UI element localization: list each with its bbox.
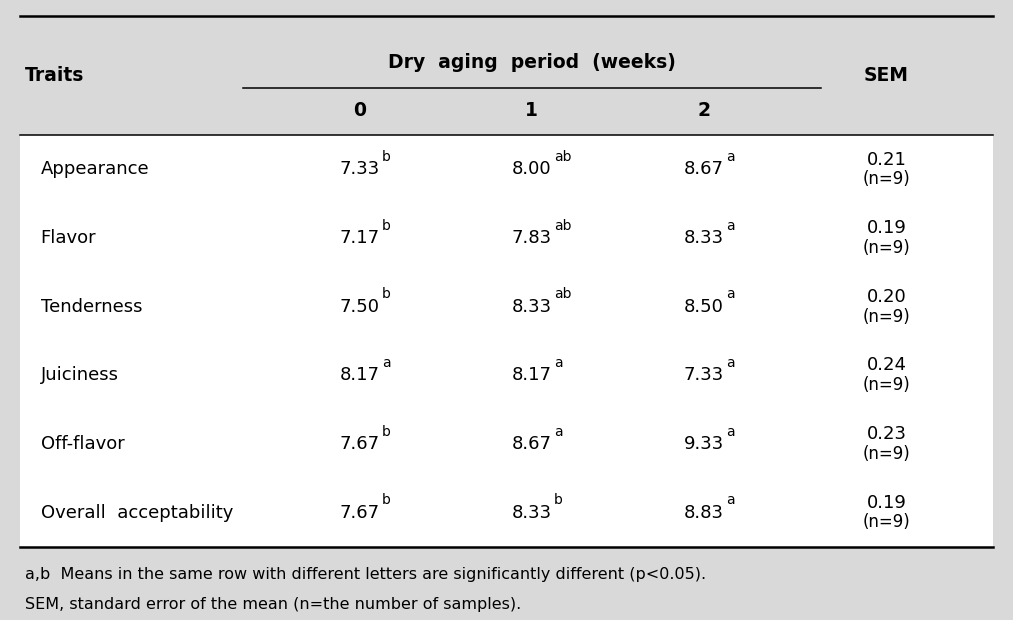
Text: b: b [382, 425, 391, 438]
Text: 1: 1 [526, 101, 538, 120]
Text: (n=9): (n=9) [862, 445, 911, 463]
Text: 8.67: 8.67 [684, 161, 724, 179]
Text: 0.20: 0.20 [866, 288, 907, 306]
Text: 0: 0 [354, 101, 366, 120]
Text: b: b [382, 287, 391, 301]
Text: 7.17: 7.17 [339, 229, 380, 247]
Text: 2: 2 [698, 101, 710, 120]
Text: 8.33: 8.33 [512, 503, 552, 521]
Text: SEM: SEM [864, 66, 909, 85]
Text: a: a [726, 287, 735, 301]
Text: Flavor: Flavor [41, 229, 96, 247]
Text: ab: ab [554, 219, 571, 232]
Text: 7.50: 7.50 [339, 298, 380, 316]
Text: 9.33: 9.33 [684, 435, 724, 453]
Text: ab: ab [554, 287, 571, 301]
Text: a: a [726, 219, 735, 232]
Polygon shape [20, 135, 993, 547]
Text: Appearance: Appearance [41, 161, 149, 179]
Text: (n=9): (n=9) [862, 376, 911, 394]
Text: 8.83: 8.83 [684, 503, 724, 521]
Polygon shape [20, 561, 993, 620]
Text: 8.33: 8.33 [512, 298, 552, 316]
Text: b: b [382, 219, 391, 232]
Text: ab: ab [554, 150, 571, 164]
Text: 8.67: 8.67 [512, 435, 552, 453]
Text: 7.67: 7.67 [339, 503, 380, 521]
Text: 8.17: 8.17 [339, 366, 380, 384]
Text: 8.33: 8.33 [684, 229, 724, 247]
Text: 0.19: 0.19 [866, 219, 907, 237]
Text: a: a [554, 425, 563, 438]
Text: a: a [726, 425, 735, 438]
Text: a: a [726, 493, 735, 507]
Text: a,b  Means in the same row with different letters are significantly different (p: a,b Means in the same row with different… [25, 567, 706, 582]
Text: Dry  aging  period  (weeks): Dry aging period (weeks) [388, 53, 676, 71]
Text: (n=9): (n=9) [862, 513, 911, 531]
Text: Tenderness: Tenderness [41, 298, 142, 316]
Text: SEM, standard error of the mean (n=the number of samples).: SEM, standard error of the mean (n=the n… [25, 597, 522, 612]
Text: 0.21: 0.21 [866, 151, 907, 169]
Text: 0.23: 0.23 [866, 425, 907, 443]
Text: 7.67: 7.67 [339, 435, 380, 453]
Text: 7.83: 7.83 [512, 229, 552, 247]
Text: Overall  acceptability: Overall acceptability [41, 503, 233, 521]
Text: (n=9): (n=9) [862, 308, 911, 326]
Polygon shape [20, 16, 993, 135]
Text: a: a [726, 150, 735, 164]
Text: 0.24: 0.24 [866, 356, 907, 374]
Text: Juiciness: Juiciness [41, 366, 119, 384]
Text: (n=9): (n=9) [862, 170, 911, 188]
Text: a: a [554, 356, 563, 370]
Text: Off-flavor: Off-flavor [41, 435, 125, 453]
Text: b: b [382, 493, 391, 507]
Text: 0.19: 0.19 [866, 494, 907, 512]
Text: (n=9): (n=9) [862, 239, 911, 257]
Text: 8.17: 8.17 [512, 366, 552, 384]
Text: b: b [382, 150, 391, 164]
Text: Traits: Traits [25, 66, 85, 85]
Text: 8.50: 8.50 [684, 298, 724, 316]
Text: b: b [554, 493, 563, 507]
Text: 7.33: 7.33 [684, 366, 724, 384]
Text: 8.00: 8.00 [512, 161, 552, 179]
Text: 7.33: 7.33 [339, 161, 380, 179]
Text: a: a [726, 356, 735, 370]
Text: a: a [382, 356, 391, 370]
